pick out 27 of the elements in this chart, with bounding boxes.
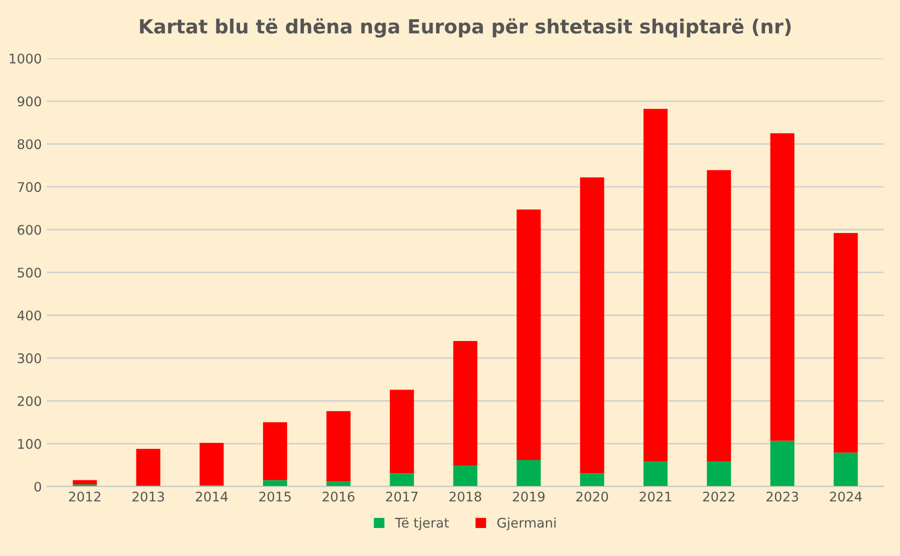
y-tick-label: 900 <box>18 96 42 106</box>
x-tick-label: 2024 <box>830 492 862 502</box>
y-tick-label: 700 <box>18 182 42 192</box>
y-tick-label: 0 <box>34 482 42 492</box>
x-tick-label: 2020 <box>576 492 608 502</box>
x-tick-label: 2023 <box>766 492 798 502</box>
y-tick-label: 600 <box>18 224 42 235</box>
x-tick-label: 2015 <box>259 492 291 502</box>
legend-label: Të tjerat <box>394 518 449 530</box>
x-tick-label: 2014 <box>196 492 228 502</box>
x-tick-label: 2016 <box>322 492 354 502</box>
x-tick-label: 2017 <box>386 492 418 502</box>
y-tick-label: 800 <box>18 139 42 150</box>
y-tick-label: 100 <box>18 438 42 449</box>
x-tick-label: 2012 <box>69 492 100 502</box>
y-tick-label: 200 <box>18 396 42 406</box>
y-tick-label: 1000 <box>10 54 42 64</box>
x-tick-label: 2018 <box>449 492 482 502</box>
x-tick-label: 2022 <box>703 492 734 502</box>
y-tick-label: 500 <box>18 268 42 278</box>
legend-label: Gjermani <box>497 518 556 530</box>
x-tick-label: 2021 <box>640 492 672 502</box>
y-tick-label: 300 <box>18 353 42 364</box>
y-tick-label: 400 <box>17 310 42 320</box>
x-tick-label: 2019 <box>512 492 545 502</box>
chart-title: Kartat blu të dhëna nga Europa për shtetasit shqiptarë (nr) <box>140 18 791 38</box>
x-tick-label: 2013 <box>132 492 164 502</box>
